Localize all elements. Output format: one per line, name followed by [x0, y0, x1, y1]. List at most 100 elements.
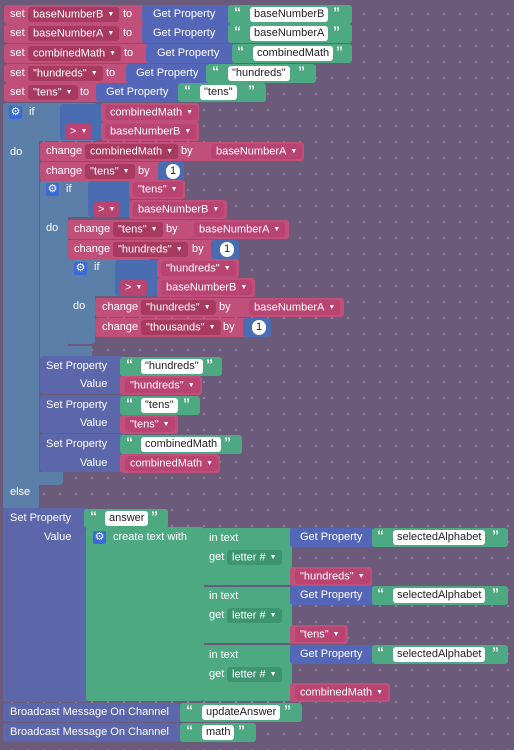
set-label: set [10, 27, 25, 39]
set-label: set [10, 8, 25, 20]
set-property-answer-block[interactable] [3, 508, 89, 702]
close-quote-icon: ” [333, 23, 340, 39]
variable-dropdown[interactable]: "thousands" ▼ [141, 320, 221, 335]
variable-dropdown[interactable]: "tens" ▼ [85, 164, 135, 179]
variable-dropdown[interactable]: "tens" ▼ [295, 627, 345, 642]
string-field[interactable]: math [202, 725, 235, 740]
string-field[interactable]: selectedAlphabet [393, 647, 486, 662]
string-field[interactable]: baseNumberB [250, 7, 329, 22]
variable-dropdown[interactable]: combinedMath ▼ [85, 144, 179, 159]
get-property-block[interactable] [142, 24, 234, 43]
to-label: to [124, 47, 134, 59]
variable-dropdown[interactable]: combinedMath ▼ [105, 105, 199, 120]
variable-dropdown[interactable]: baseNumberB ▼ [105, 124, 197, 139]
string-field[interactable]: combinedMath [253, 46, 334, 61]
variable-dropdown[interactable]: combinedMath ▼ [295, 685, 389, 700]
variable-dropdown[interactable]: "tens" ▼ [28, 85, 78, 100]
variable-dropdown[interactable]: baseNumberA ▼ [249, 300, 341, 315]
variable-dropdown[interactable]: baseNumberA ▼ [28, 26, 120, 41]
variable-dropdown[interactable]: baseNumberA ▼ [211, 144, 303, 159]
variable-dropdown[interactable]: baseNumberB ▼ [133, 202, 225, 217]
get-property-block[interactable] [96, 83, 182, 102]
letter-dropdown[interactable]: letter # ▼ [227, 550, 282, 565]
open-quote-icon: “ [186, 722, 193, 738]
variable-dropdown[interactable]: "hundreds" ▼ [125, 378, 200, 393]
string-field[interactable]: "hundreds" [228, 66, 290, 81]
number-field[interactable]: 1 [252, 320, 267, 335]
dropdown-arrow-icon: ▼ [290, 148, 298, 155]
variable-dropdown[interactable]: "tens" ▼ [133, 182, 183, 197]
variable-dropdown[interactable]: "hundreds" ▼ [113, 242, 188, 257]
dropdown-arrow-icon: ▼ [108, 206, 116, 213]
dropdown-arrow-icon: ▼ [212, 206, 220, 213]
gear-icon[interactable]: ⚙ [74, 262, 87, 275]
string-field[interactable]: answer [105, 511, 149, 526]
open-quote-icon: “ [126, 434, 133, 450]
string-field[interactable]: selectedAlphabet [393, 530, 486, 545]
get-property-block[interactable] [290, 528, 376, 547]
letter-dropdown[interactable]: letter # ▼ [227, 608, 282, 623]
number-field[interactable]: 1 [220, 242, 235, 257]
get-property-block[interactable] [290, 645, 376, 664]
do-bottom [3, 472, 63, 485]
to-label: to [123, 27, 133, 39]
get-property-block[interactable] [146, 44, 238, 63]
variable-dropdown[interactable]: "hundreds" ▼ [161, 261, 236, 276]
number-field[interactable]: 1 [166, 164, 181, 179]
get-property-block[interactable] [290, 586, 376, 605]
dropdown-arrow-icon: ▼ [150, 226, 158, 233]
gear-icon[interactable]: ⚙ [93, 531, 106, 544]
open-quote-icon: “ [377, 585, 384, 601]
by-label: by [181, 145, 193, 157]
gear-icon[interactable]: ⚙ [9, 106, 22, 119]
close-quote-icon: ” [298, 63, 305, 79]
string-field[interactable]: "tens" [200, 85, 237, 100]
broadcast-math-block[interactable] [3, 723, 183, 742]
variable-dropdown[interactable]: "hundreds" ▼ [141, 300, 216, 315]
variable-dropdown[interactable]: "hundreds" ▼ [28, 66, 103, 81]
variable-dropdown[interactable]: "tens" ▼ [125, 417, 175, 432]
broadcast-label: Broadcast Message On Channel [10, 726, 169, 738]
compare-operator-dropdown[interactable]: > ▼ [65, 124, 93, 139]
to-label: to [106, 67, 116, 79]
gear-icon[interactable]: ⚙ [46, 183, 59, 196]
dropdown-arrow-icon: ▼ [107, 11, 115, 18]
dropdown-arrow-icon: ▼ [328, 304, 336, 311]
set-property-hundreds-block[interactable] [40, 356, 126, 394]
compare-operator-dropdown[interactable]: > ▼ [120, 280, 148, 295]
variable-dropdown[interactable]: "tens" ▼ [113, 222, 163, 237]
letter-dropdown[interactable]: letter # ▼ [227, 667, 282, 682]
compare-operator-dropdown[interactable]: > ▼ [93, 202, 121, 217]
dropdown-arrow-icon: ▼ [223, 265, 231, 272]
if-else-block[interactable] [3, 103, 39, 509]
variable-dropdown[interactable]: baseNumberA ▼ [194, 222, 286, 237]
variable-dropdown[interactable]: baseNumberB ▼ [28, 7, 120, 22]
variable-dropdown[interactable]: baseNumberB ▼ [161, 280, 253, 295]
dropdown-arrow-icon: ▼ [80, 128, 88, 135]
string-field[interactable]: baseNumberA [250, 26, 329, 41]
get-property-block[interactable] [126, 64, 212, 83]
string-field[interactable]: "hundreds" [141, 359, 203, 374]
variable-dropdown[interactable]: "hundreds" ▼ [295, 569, 370, 584]
open-quote-icon: “ [90, 508, 97, 524]
string-field[interactable]: combinedMath [141, 437, 222, 452]
broadcast-label: Broadcast Message On Channel [10, 706, 169, 718]
string-field[interactable]: "tens" [141, 398, 178, 413]
variable-dropdown[interactable]: combinedMath ▼ [28, 46, 122, 61]
set-property-tens-block[interactable] [40, 395, 126, 433]
string-field[interactable]: updateAnswer [202, 705, 281, 720]
get-property-label: Get Property [153, 27, 216, 39]
get-property-block[interactable] [142, 5, 234, 24]
create-text-block[interactable] [86, 527, 204, 701]
set-property-combinedMath-block[interactable] [40, 434, 126, 472]
if-label: if [29, 106, 35, 118]
dropdown-arrow-icon: ▼ [269, 612, 277, 619]
close-quote-icon: ” [206, 356, 213, 372]
string-field[interactable]: selectedAlphabet [393, 588, 486, 603]
change-label: change [74, 223, 111, 235]
do-label: do [10, 146, 23, 158]
change-label: change [46, 145, 83, 157]
variable-dropdown[interactable]: combinedMath ▼ [125, 456, 219, 471]
by-label: by [223, 321, 235, 333]
broadcast-updateAnswer-block[interactable] [3, 703, 183, 722]
